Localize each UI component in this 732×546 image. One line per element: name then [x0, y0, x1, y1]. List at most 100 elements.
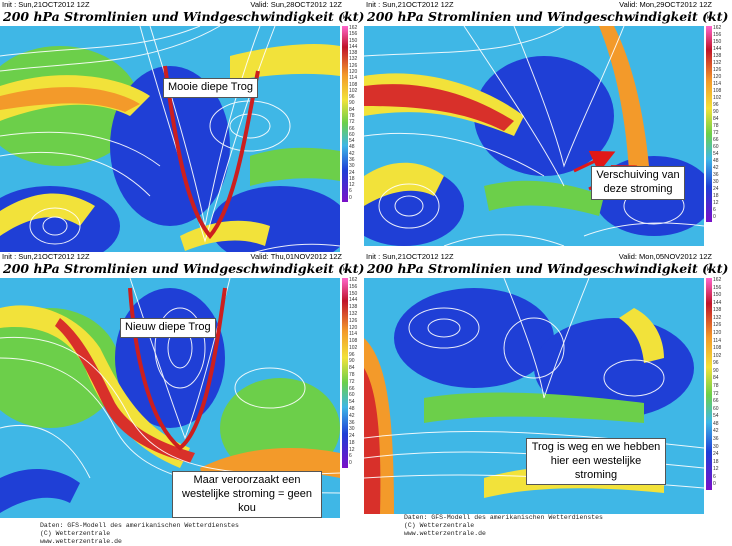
scale-tick-label: 150: [349, 37, 358, 44]
scale-tick-label: 54: [349, 138, 355, 145]
scale-tick-label: 138: [349, 304, 358, 311]
scale-tick-label: 96: [349, 94, 355, 101]
scale-tick-label: 162: [713, 25, 722, 31]
scale-tick-label: 72: [349, 378, 355, 385]
scale-tick-label: 132: [349, 310, 358, 317]
map-title: 200 hPa Stromlinien und Windgeschwindigk…: [3, 9, 365, 24]
scale-tick-label: 114: [713, 337, 721, 344]
scale-tick-label: 30: [349, 163, 355, 170]
scale-tick-label: 12: [713, 466, 719, 473]
scale-tick-label: 108: [713, 88, 722, 94]
annotation-box: Verschuiving van deze stroming: [591, 166, 685, 200]
scale-tick-label: 144: [713, 46, 722, 52]
scale-tick-label: 150: [713, 292, 722, 299]
trough-line: [163, 65, 260, 240]
scale-tick-label: 156: [349, 31, 358, 38]
scale-tick-label: 78: [713, 383, 719, 389]
scale-tick-label: 54: [713, 413, 719, 420]
scale-tick-label: 126: [349, 62, 358, 69]
scale-tick-label: 78: [713, 123, 719, 129]
scale-tick-label: 24: [349, 433, 355, 440]
scale-tick-label: 162: [349, 25, 358, 31]
scale-bar: [342, 26, 348, 202]
init-time: Init : Sun,21OCT2012 12Z: [366, 0, 454, 9]
scale-tick-label: 156: [349, 283, 358, 290]
scale-tick-label: 138: [713, 53, 722, 59]
scale-tick-label: 84: [713, 116, 719, 122]
scale-tick-label: 114: [349, 75, 357, 82]
panel-header: Init : Sun,21OCT2012 12Z Valid: Mon,29OC…: [364, 0, 732, 10]
map-title: 200 hPa Stromlinien und Windgeschwindigk…: [3, 261, 365, 276]
annotation-box-2: Maar veroorzaakt een westelijke stroming…: [172, 471, 322, 518]
scale-tick-label: 60: [713, 144, 719, 150]
scale-tick-label: 156: [713, 284, 722, 291]
scale-tick-label: 90: [349, 100, 355, 107]
scale-tick-label: 18: [713, 458, 719, 465]
annotation-box: Nieuw diepe Trog: [120, 318, 216, 338]
scale-tick-label: 162: [713, 277, 722, 283]
trough-line: [128, 287, 227, 451]
init-time: Init : Sun,21OCT2012 12Z: [366, 252, 454, 261]
wind-map: Nieuw diepe Trog Maar veroorzaakt een we…: [0, 278, 340, 518]
scale-tick-label: 96: [713, 360, 719, 367]
scale-tick-label: 60: [349, 131, 355, 138]
scale-tick-label: 102: [349, 87, 358, 94]
speed-scale: kt 162 156 150 144 138 132 126 120 114 108 102 96 90…: [706, 267, 722, 490]
scale-tick-label: 90: [713, 367, 719, 374]
scale-tick-label: 54: [713, 151, 719, 157]
panel-header: Init : Sun,21OCT2012 12Z Valid: Thu,01NO…: [0, 252, 362, 262]
scale-tick-label: 0: [713, 214, 716, 220]
scale-tick-label: 18: [713, 193, 719, 199]
scale-tick-label: 30: [713, 443, 719, 450]
scale-tick-label: 60: [349, 392, 355, 399]
scale-tick-label: 96: [349, 351, 355, 358]
init-time: Init : Sun,21OCT2012 12Z: [2, 252, 90, 261]
shift-arrow: [573, 150, 616, 173]
speed-scale: kt 162 156 150 144 138 132 126 120 114 108 102 96 90…: [706, 15, 722, 222]
scale-unit: kt: [707, 15, 712, 21]
scale-tick-label: 30: [349, 426, 355, 433]
panel-1: Init : Sun,21OCT2012 12Z Valid: Sun,28OC…: [0, 0, 365, 270]
scale-tick-label: 132: [713, 60, 722, 66]
scale-tick-label: 90: [349, 358, 355, 365]
valid-time: Valid: Mon,29OCT2012 12Z: [619, 0, 712, 9]
scale-tick-label: 42: [349, 412, 355, 419]
scale-tick-label: 36: [713, 172, 719, 178]
valid-time: Valid: Thu,01NOV2012 12Z: [250, 252, 342, 261]
scale-tick-label: 18: [349, 439, 355, 446]
scale-tick-label: 24: [349, 169, 355, 176]
annotation-box: Trog is weg en we hebben hier een westel…: [526, 438, 666, 486]
scale-tick-label: 150: [349, 290, 358, 297]
wind-map: Verschuiving van deze stroming: [364, 26, 704, 246]
scale-tick-label: 108: [713, 345, 722, 352]
scale-tick-label: 126: [349, 317, 358, 324]
scale-tick-label: 60: [713, 405, 719, 412]
valid-time: Valid: Mon,05NOV2012 12Z: [618, 252, 712, 261]
scale-tick-label: 48: [349, 144, 355, 151]
scale-tick-label: 120: [349, 324, 358, 331]
scale-tick-label: 144: [349, 43, 358, 50]
scale-tick-label: 24: [713, 451, 719, 458]
scale-unit: kt: [343, 267, 348, 273]
scale-unit: kt: [707, 267, 712, 273]
wind-map: Trog is weg en we hebben hier een westel…: [364, 278, 704, 514]
wind-map: Mooie diepe Trog: [0, 26, 340, 270]
panel-4: Init : Sun,21OCT2012 12Z Valid: Mon,05NO…: [364, 252, 732, 546]
panel-header: Init : Sun,21OCT2012 12Z Valid: Mon,05NO…: [364, 252, 732, 262]
map-title: 200 hPa Stromlinien und Windgeschwindigk…: [367, 9, 729, 24]
scale-tick-label: 6: [713, 473, 716, 480]
scale-tick-label: 138: [713, 307, 722, 314]
panel-2: Init : Sun,21OCT2012 12Z Valid: Mon,29OC…: [364, 0, 732, 270]
scale-tick-label: 114: [349, 331, 357, 338]
scale-tick-label: 0: [349, 194, 352, 201]
scale-tick-label: 12: [713, 200, 719, 206]
scale-tick-label: 114: [713, 81, 721, 87]
scale-tick-label: 54: [349, 399, 355, 406]
scale-tick-label: 6: [713, 207, 716, 213]
scale-tick-label: 108: [349, 338, 358, 345]
wind-field: [364, 26, 704, 246]
scale-tick-label: 144: [713, 299, 722, 306]
scale-tick-label: 78: [349, 113, 355, 119]
scale-bar: [342, 278, 348, 468]
scale-tick-label: 150: [713, 39, 722, 45]
